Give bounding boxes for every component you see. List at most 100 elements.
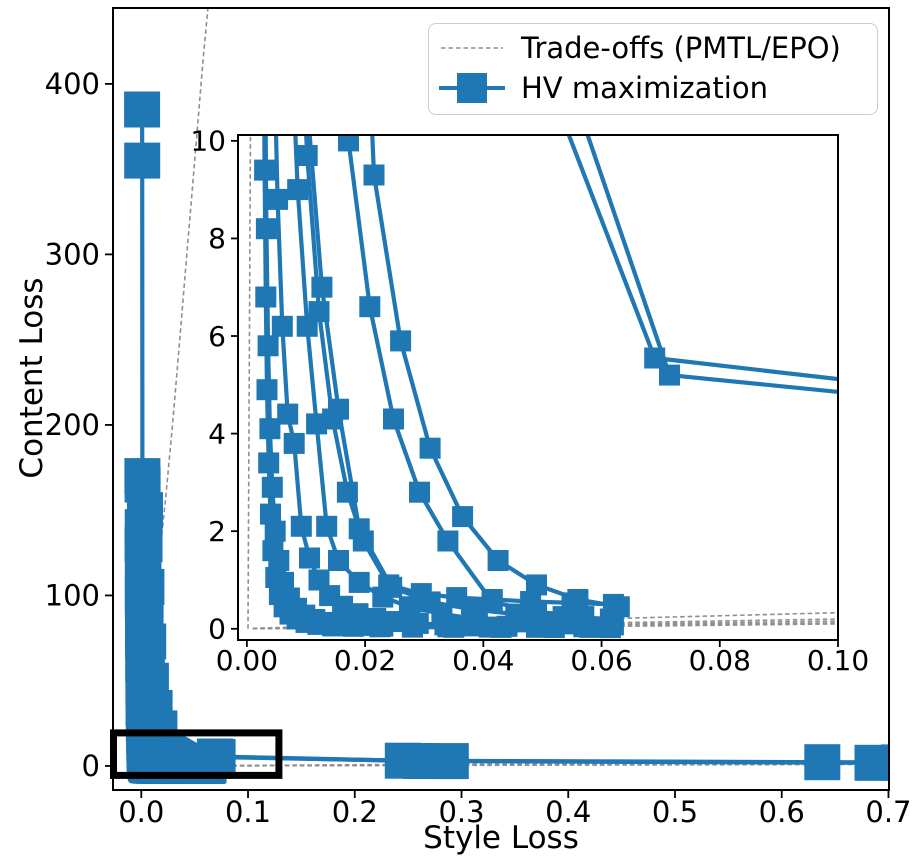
inset-y-tick-label: 0	[208, 613, 226, 646]
main-y-tick-label: 200	[45, 408, 100, 442]
hv-square-marker	[881, 744, 890, 781]
hv-square-marker	[125, 529, 162, 566]
hv-square-marker	[526, 601, 547, 623]
hv-square-marker	[383, 408, 404, 430]
hv-square-marker	[296, 145, 318, 166]
hv-square-marker	[130, 623, 167, 660]
hv-square-marker	[505, 603, 527, 625]
main-x-tick-label: 0.7	[865, 795, 911, 829]
main-y-tick-label: 300	[45, 238, 100, 272]
hv-square-marker	[264, 520, 286, 542]
y-axis-label: Content Loss	[14, 277, 50, 478]
inset-x-tick-label: 0.06	[570, 644, 632, 677]
inset-ticks: 0.00 0.02 0.04 0.06 0.08 0.10 0 2 4 6 8 10	[190, 125, 869, 677]
main-x-tick-label: 0.0	[118, 795, 164, 829]
hv-square-marker	[124, 142, 161, 179]
hv-square-marker	[254, 159, 276, 181]
hv-square-marker	[311, 276, 333, 298]
hv-square-marker	[381, 576, 403, 598]
hv-square-marker	[199, 739, 236, 776]
hv-square-marker	[277, 403, 299, 425]
hv-square-marker	[316, 515, 338, 537]
hv-square-marker	[328, 550, 349, 571]
hv-square-marker	[432, 743, 469, 780]
main-y-tick-label: 100	[45, 579, 100, 613]
main-x-tick-label: 0.1	[225, 795, 271, 829]
hv-square-marker	[573, 606, 595, 628]
hv-square-marker	[124, 91, 161, 128]
hv-square-marker	[259, 418, 281, 440]
inset-x-tick-label: 0.02	[334, 644, 396, 677]
hv-square-marker	[452, 506, 474, 528]
hv-square-marker	[299, 547, 320, 569]
hv-square-marker	[328, 398, 349, 420]
hv-square-marker	[267, 188, 289, 210]
hv-square-marker	[306, 413, 328, 435]
hv-square-marker	[283, 432, 305, 454]
hv-square-marker	[407, 612, 429, 634]
hv-square-marker	[256, 379, 278, 401]
hv-square-marker	[261, 476, 283, 498]
hv-square-marker	[127, 492, 163, 529]
legend-label-tradeoffs: Trade-offs (PMTL/EPO)	[521, 30, 841, 65]
hv-square-marker	[644, 347, 666, 369]
dashed-line-icon	[441, 47, 503, 49]
hv-square-marker	[255, 286, 277, 308]
hv-square-marker	[287, 179, 309, 201]
hv-square-marker	[338, 134, 359, 152]
hv-square-marker	[258, 452, 280, 474]
legend-label-hv: HV maximization	[521, 70, 768, 105]
main-spines	[112, 7, 890, 791]
hv-square-marker	[260, 503, 281, 525]
hv-square-marker	[347, 603, 369, 625]
inset-x-tick-label: 0.08	[689, 644, 751, 677]
legend-row-hv: HV maximization	[439, 68, 867, 108]
hv-square-marker	[608, 596, 630, 618]
legend-row-tradeoffs: Trade-offs (PMTL/EPO)	[439, 28, 867, 68]
inset-axes: 0.00 0.02 0.04 0.06 0.08 0.10 0 2 4 6 8 10	[190, 125, 869, 677]
hv-square-marker	[308, 301, 330, 323]
hv-square-marker	[419, 437, 441, 459]
inset-x-tick-label: 0.00	[216, 644, 278, 677]
hv-square-marker	[365, 608, 387, 629]
hv-square-marker	[348, 518, 370, 540]
hv-square-marker	[128, 698, 165, 735]
hv-square-marker	[481, 591, 503, 613]
inset-series-layer	[247, 134, 839, 639]
hv-square-marker	[659, 364, 680, 386]
inset-y-tick-label: 2	[208, 515, 226, 548]
main-y-tick-label: 400	[45, 67, 100, 101]
x-axis-label: Style Loss	[423, 820, 579, 856]
hv-square-marker	[336, 481, 358, 503]
inset-y-tick-label: 10	[190, 125, 226, 158]
hv-square-marker	[257, 335, 279, 357]
hv-square-marker	[330, 613, 352, 635]
inset-y-tick-label: 8	[208, 222, 226, 255]
hv-square-marker	[409, 481, 430, 503]
inset-y-tick-label: 4	[208, 417, 226, 450]
inset-spines	[237, 134, 839, 641]
hv-square-marker	[552, 606, 574, 628]
inset-y-tick-label: 6	[208, 320, 226, 353]
main-x-tick-label: 0.5	[652, 795, 698, 829]
main-y-tick-label: 0	[82, 749, 100, 783]
main-x-tick-label: 0.6	[759, 795, 805, 829]
hv-square-marker	[437, 530, 459, 552]
hv-square-marker	[419, 591, 441, 613]
hv-square-marker	[526, 574, 547, 596]
main-x-tick-label: 0.2	[332, 795, 378, 829]
hv-square-marker	[461, 598, 482, 620]
main-x-tick-label: 0.3	[438, 795, 484, 829]
inset-x-tick-label: 0.10	[807, 644, 869, 677]
tradeoffs-line-5	[142, 763, 890, 767]
hv-square-marker	[255, 218, 277, 240]
hv-square-marker	[348, 571, 370, 593]
main-x-tick-label: 0.4	[545, 795, 591, 829]
main-series-layer	[124, 7, 890, 784]
hv-square-marker	[567, 589, 589, 610]
hv-square-marker	[390, 330, 412, 352]
square-marker-line-icon	[439, 73, 505, 103]
hv-square-marker	[487, 550, 509, 571]
